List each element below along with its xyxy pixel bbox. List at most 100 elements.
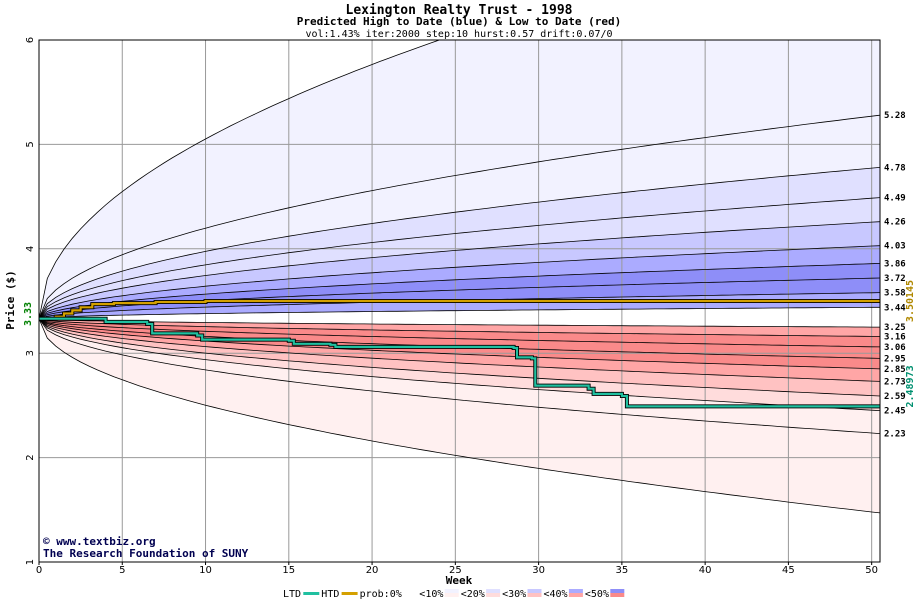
right-value-label: 3.06 bbox=[884, 343, 906, 353]
percentile-curve bbox=[39, 318, 880, 434]
percentile-curve bbox=[39, 197, 880, 319]
legend-prob-label: <10% bbox=[419, 589, 443, 600]
x-axis-label: Week bbox=[446, 574, 473, 587]
start-value-label: 3.33 bbox=[23, 302, 34, 326]
legend-prob-swatch-blue bbox=[568, 589, 583, 593]
htd-end-label: 3.50145 bbox=[905, 280, 916, 322]
band-upper-1 bbox=[39, 278, 880, 319]
band-upper-5 bbox=[39, 197, 880, 319]
chart-title: Lexington Realty Trust - 1998 bbox=[346, 3, 573, 18]
y-tick-label: 6 bbox=[25, 37, 36, 43]
right-value-labels: 5.28 4.78 4.49 4.26 4.03 3.86 3.72 3.58 3.44 3.25… bbox=[884, 111, 906, 439]
band-upper-2 bbox=[39, 263, 880, 319]
legend-prob-swatch-red bbox=[527, 593, 542, 597]
legend-prob-label: <20% bbox=[461, 589, 485, 600]
legend-prob-swatch-red bbox=[403, 593, 418, 597]
legend-prob-swatch-red bbox=[610, 593, 625, 597]
x-tick-label: 35 bbox=[616, 565, 629, 576]
legend-ltd-label: LTD bbox=[283, 589, 301, 600]
percentile-curve bbox=[39, 318, 880, 348]
legend-prob-swatch-blue bbox=[403, 589, 418, 593]
band-upper-7 bbox=[39, 115, 880, 319]
band-center-lower bbox=[39, 318, 880, 328]
right-value-label: 2.85 bbox=[884, 365, 906, 375]
right-value-label: 2.59 bbox=[884, 392, 906, 402]
band-upper-3 bbox=[39, 245, 880, 319]
x-tick-label: 10 bbox=[199, 565, 212, 576]
x-tick-label: 40 bbox=[699, 565, 712, 576]
legend-prob-swatch-red bbox=[444, 593, 459, 597]
x-tick-label: 50 bbox=[865, 565, 878, 576]
x-tick-label: 30 bbox=[532, 565, 545, 576]
percentile-curve bbox=[39, 318, 880, 411]
series-line-ltd bbox=[39, 317, 880, 408]
legend-prob-label: <40% bbox=[544, 589, 568, 600]
right-value-label: 4.78 bbox=[884, 163, 906, 173]
legend: LTD HTD prob:0% <10% <20% <30% <40% <50% bbox=[283, 589, 625, 600]
right-value-label: 3.25 bbox=[884, 323, 906, 333]
legend-prob-label: prob:0% bbox=[360, 589, 402, 600]
x-tick-label: 5 bbox=[119, 565, 125, 576]
credit-org: The Research Foundation of SUNY bbox=[43, 547, 249, 560]
legend-prob-label: <30% bbox=[502, 589, 526, 600]
band-lower-3 bbox=[39, 318, 880, 369]
percentile-curve bbox=[39, 318, 880, 382]
percentile-curve bbox=[39, 318, 880, 514]
band-lower-6 bbox=[39, 318, 880, 411]
right-value-label: 4.49 bbox=[884, 194, 906, 204]
right-value-label: 3.72 bbox=[884, 274, 906, 284]
percentile-curve bbox=[39, 221, 880, 319]
right-value-label: 3.58 bbox=[884, 289, 906, 299]
percentile-curve bbox=[39, 318, 880, 370]
legend-htd-label: HTD bbox=[321, 589, 339, 600]
right-value-label: 3.16 bbox=[884, 332, 906, 342]
x-tick-label: 45 bbox=[782, 565, 795, 576]
band-upper-6 bbox=[39, 167, 880, 319]
legend-prob-swatch-blue bbox=[486, 589, 501, 593]
y-axis-label: Price ($) bbox=[4, 270, 17, 330]
y-tick-label: 5 bbox=[25, 141, 36, 147]
right-value-label: 5.28 bbox=[884, 111, 906, 121]
band-lower-1 bbox=[39, 318, 880, 347]
ltd-end-label: 2.48973 bbox=[905, 365, 916, 407]
legend-prob-swatch-blue bbox=[527, 589, 542, 593]
percentile-curve bbox=[39, 306, 880, 320]
right-value-label: 4.26 bbox=[884, 218, 906, 228]
right-value-label: 2.23 bbox=[884, 430, 906, 440]
percentile-curve bbox=[39, 318, 880, 328]
percentile-curve bbox=[39, 114, 880, 319]
band-lower-4 bbox=[39, 318, 880, 382]
percentile-curve bbox=[39, 167, 880, 319]
right-value-label: 3.86 bbox=[884, 259, 906, 269]
chart-subtitle: Predicted High to Date (blue) & Low to D… bbox=[297, 15, 622, 28]
x-tick-label: 20 bbox=[366, 565, 379, 576]
percentile-curve bbox=[39, 263, 880, 320]
y-tick-label: 3 bbox=[25, 350, 36, 356]
percentile-curve bbox=[39, 40, 441, 319]
legend-htd-swatch bbox=[341, 592, 358, 595]
legend-prob-swatch-blue bbox=[610, 589, 625, 593]
band-upper-8 bbox=[39, 40, 880, 319]
percentile-curve bbox=[39, 245, 880, 320]
legend-prob-swatch-red bbox=[568, 593, 583, 597]
y-tick-label: 1 bbox=[25, 559, 36, 565]
right-value-label: 2.95 bbox=[884, 354, 906, 364]
legend-prob-label: <50% bbox=[585, 589, 609, 600]
band-upper-4 bbox=[39, 221, 880, 319]
y-tick-label: 4 bbox=[25, 246, 36, 252]
credit-site: © www.textbiz.org bbox=[43, 535, 156, 548]
band-lower-8 bbox=[39, 318, 880, 513]
right-value-label: 4.03 bbox=[884, 242, 906, 252]
legend-ltd-swatch bbox=[303, 592, 320, 595]
x-tick-label: 25 bbox=[449, 565, 462, 576]
x-tick-label: 15 bbox=[282, 565, 295, 576]
y-tick-label: 2 bbox=[25, 454, 36, 460]
percentile-curves bbox=[39, 40, 880, 514]
legend-prob-swatch-red bbox=[486, 593, 501, 597]
percentile-curve bbox=[39, 318, 880, 397]
right-value-label: 2.45 bbox=[884, 407, 906, 417]
copyright-icon: © bbox=[43, 535, 56, 548]
right-value-label: 2.73 bbox=[884, 377, 906, 387]
